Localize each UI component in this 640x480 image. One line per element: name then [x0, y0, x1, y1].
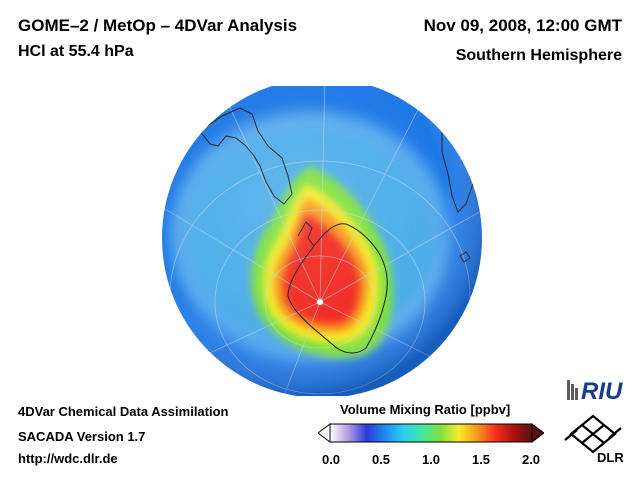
dlr-logo-icon [564, 414, 622, 454]
colorbar-overflow-arrow [531, 423, 544, 443]
riu-logo-text: RIU [581, 378, 623, 404]
map-date: Nov 09, 2008, 12:00 GMT [423, 16, 622, 35]
map-subtitle: HCl at 55.4 hPa [18, 43, 134, 60]
hcl-globe-map [162, 86, 482, 396]
riu-logo-icon [567, 380, 578, 400]
colorbar-tick: 1.0 [421, 452, 441, 467]
colorbar [318, 423, 544, 443]
hemisphere-label: Southern Hemisphere [455, 47, 622, 64]
footer-line-2: SACADA Version 1.7 [18, 429, 146, 444]
colorbar-underflow-arrow [318, 423, 331, 443]
colorbar-gradient [329, 423, 533, 443]
footer-url[interactable]: http://wdc.dlr.de [18, 451, 118, 466]
colorbar-tick: 1.5 [471, 452, 491, 467]
map-title: GOME–2 / MetOp – 4DVar Analysis [18, 16, 298, 35]
dlr-logo-text: DLR [597, 450, 624, 465]
colorbar-label: Volume Mixing Ratio [ppbv] [340, 402, 511, 417]
dlr-logo: DLR [564, 414, 624, 465]
riu-logo: RIU [567, 378, 623, 404]
footer-line-1: 4DVar Chemical Data Assimilation [18, 404, 229, 419]
colorbar-tick: 0.5 [371, 452, 391, 467]
colorbar-tick: 2.0 [521, 452, 541, 467]
colorbar-tick: 0.0 [321, 452, 341, 467]
